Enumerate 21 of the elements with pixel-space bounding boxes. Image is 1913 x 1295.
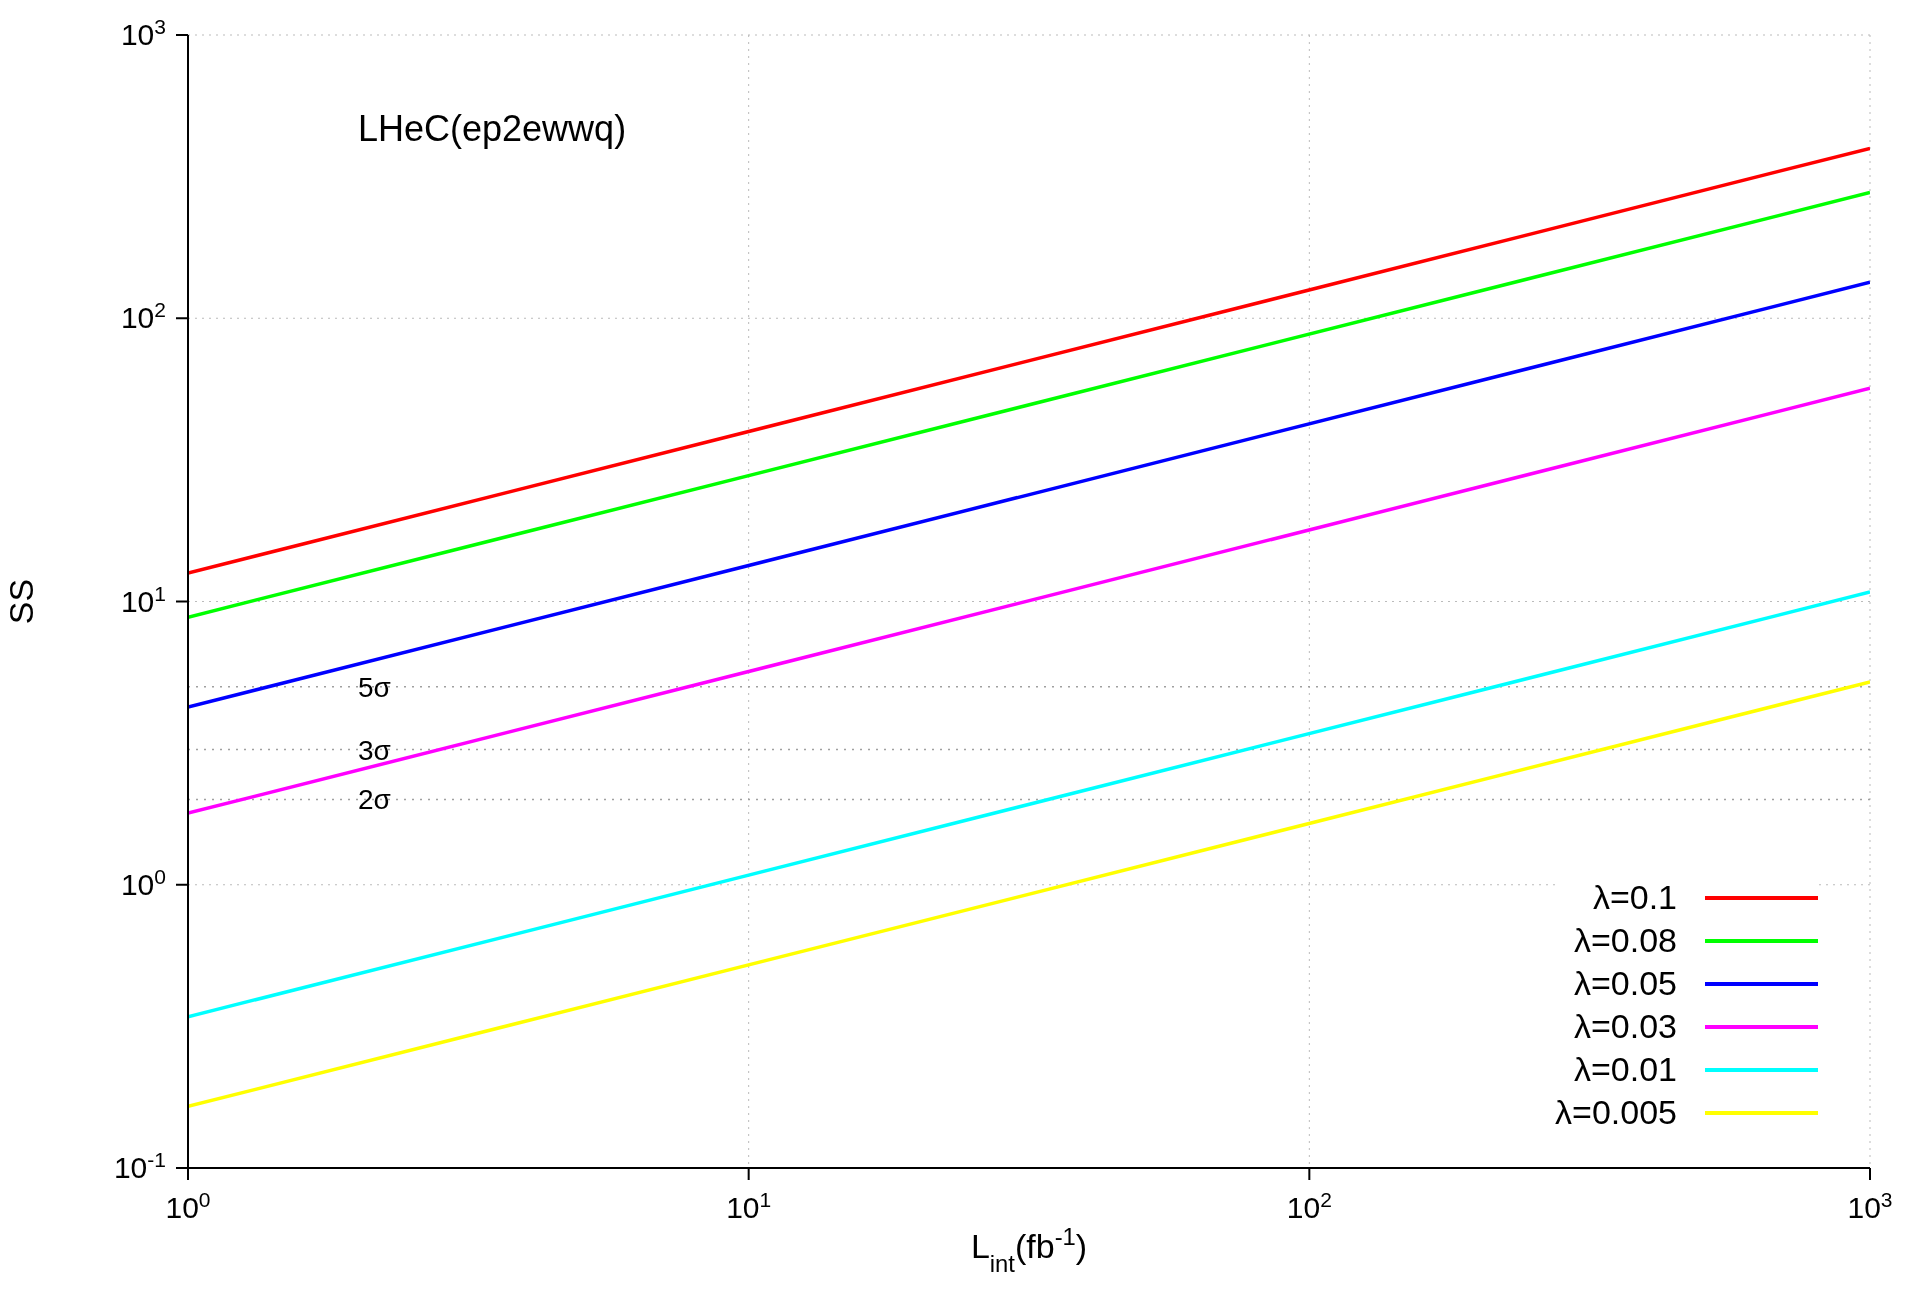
legend-label: λ=0.01 [1573, 1050, 1677, 1089]
legend-label: λ=0.005 [1555, 1093, 1677, 1132]
y-tick-label: 10$^{2}$ [120, 297, 166, 335]
x-tick-label: 10$^{0}$ [165, 1187, 211, 1224]
annotation: LHeC(ep2ewwq) [358, 108, 627, 150]
ref-line-label: 3σ [358, 734, 391, 766]
legend-label: λ=0.08 [1573, 921, 1677, 960]
x-tick-label: 10$^{2}$ [1286, 1187, 1332, 1224]
y-tick-label: 10$^{0}$ [120, 864, 166, 901]
x-tick-label: 10$^{3}$ [1847, 1187, 1893, 1224]
y-tick-label: 10$^{3}$ [120, 14, 166, 51]
legend-label: λ=0.1 [1592, 878, 1677, 917]
x-axis-title: L$_{int}$(fb$^{-1}$) [970, 1222, 1088, 1277]
y-axis-title: SS [2, 578, 40, 625]
legend-label: λ=0.05 [1573, 964, 1677, 1003]
y-tick-label: 10$^{1}$ [120, 581, 166, 618]
ref-line-label: 2σ [358, 784, 391, 816]
y-tick-label: 10$^{-1}$ [113, 1147, 166, 1184]
x-tick-label: 10$^{1}$ [726, 1187, 772, 1224]
ref-line-label: 5σ [358, 671, 391, 703]
legend-label: λ=0.03 [1573, 1007, 1677, 1046]
